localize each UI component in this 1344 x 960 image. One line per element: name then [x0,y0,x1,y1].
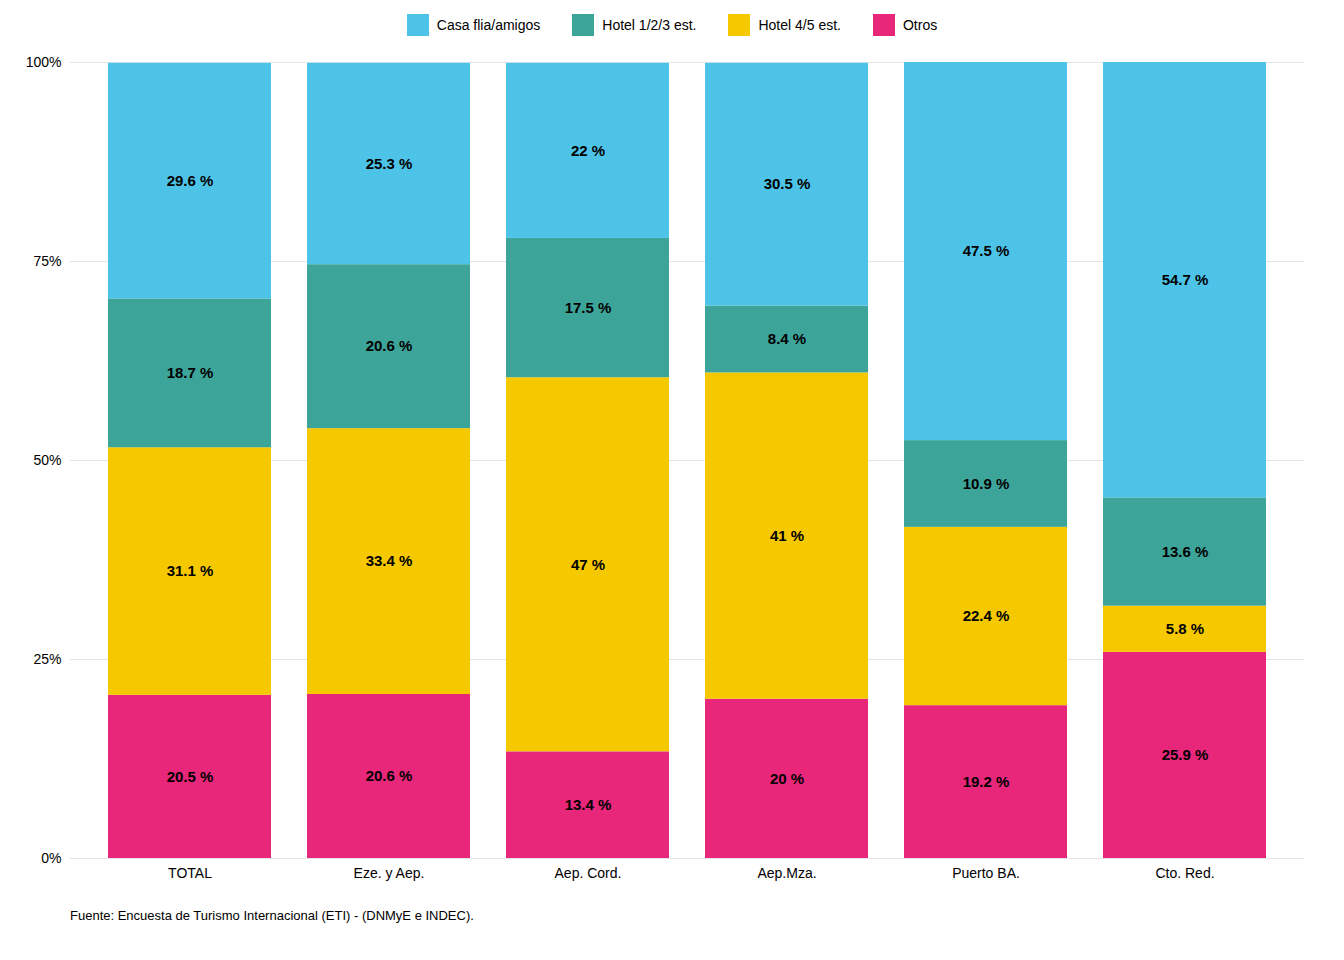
svg-text:8.4 %: 8.4 % [768,330,806,347]
svg-text:20.5 %: 20.5 % [167,768,214,785]
svg-text:18.7 %: 18.7 % [167,364,214,381]
svg-text:75%: 75% [33,253,61,269]
svg-text:0%: 0% [41,850,61,866]
svg-text:10.9 %: 10.9 % [963,475,1010,492]
svg-text:5.8 %: 5.8 % [1166,620,1204,637]
html-text:Fuente: Encuesta de Turismo In: Fuente: Encuesta de Turismo Internaciona… [70,908,474,923]
svg-text:22.4 %: 22.4 % [963,607,1010,624]
svg-text:50%: 50% [33,452,61,468]
svg-text:33.4 %: 33.4 % [366,552,413,569]
svg-text:20 %: 20 % [770,770,804,787]
svg-text:47 %: 47 % [571,556,605,573]
svg-text:25%: 25% [33,651,61,667]
svg-text:Cto. Red.: Cto. Red. [1155,865,1214,881]
svg-text:Aep.Mza.: Aep.Mza. [757,865,816,881]
svg-text:47.5 %: 47.5 % [963,242,1010,259]
svg-text:TOTAL: TOTAL [168,865,212,881]
svg-text:30.5 %: 30.5 % [764,175,811,192]
svg-text:25.3 %: 25.3 % [366,155,413,172]
html-text:Hotel 4/5 est.: Hotel 4/5 est. [758,17,841,33]
svg-text:13.4 %: 13.4 % [565,796,612,813]
html-text:Otros: Otros [903,17,938,33]
svg-text:41 %: 41 % [770,527,804,544]
html-text:Hotel 1/2/3 est.: Hotel 1/2/3 est. [602,17,697,33]
svg-text:20.6 %: 20.6 % [366,767,413,784]
svg-text:31.1 %: 31.1 % [167,562,214,579]
svg-text:Aep. Cord.: Aep. Cord. [555,865,622,881]
svg-text:19.2 %: 19.2 % [963,773,1010,790]
svg-text:25.9 %: 25.9 % [1162,746,1209,763]
svg-text:22 %: 22 % [571,142,605,159]
svg-text:13.6 %: 13.6 % [1162,543,1209,560]
html-text:Casa flia/amigos: Casa flia/amigos [436,17,541,33]
svg-text:Eze. y Aep.: Eze. y Aep. [354,865,425,881]
svg-text:17.5 %: 17.5 % [565,299,612,316]
svg-text:29.6 %: 29.6 % [167,172,214,189]
svg-text:54.7 %: 54.7 % [1162,271,1209,288]
svg-text:Puerto BA.: Puerto BA. [952,865,1020,881]
svg-text:100%: 100% [26,54,62,70]
svg-text:20.6 %: 20.6 % [366,337,413,354]
